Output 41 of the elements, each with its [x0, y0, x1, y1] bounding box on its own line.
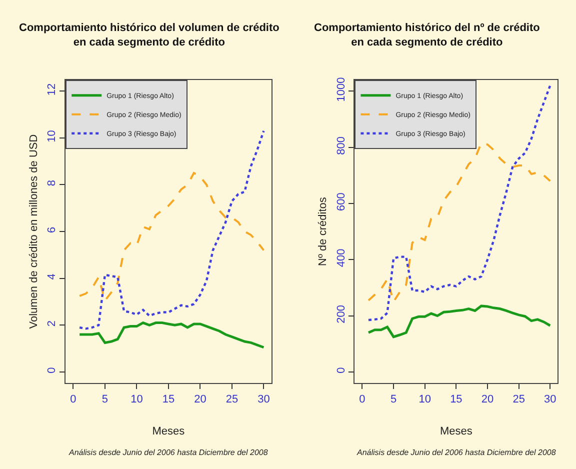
- y-tick-label: 0: [46, 367, 58, 374]
- y-tick-label: 800: [335, 136, 348, 155]
- chart-title: Comportamiento histórico del volumen de crédito en cada segmento de crédito: [19, 22, 280, 48]
- y-axis-title: Volumen de crédito en millones de USD: [28, 134, 40, 329]
- y-tick-label: 6: [46, 226, 58, 233]
- x-tick-label: 30: [258, 393, 270, 406]
- x-tick-label: 10: [418, 393, 431, 406]
- line-series: [78, 172, 265, 302]
- x-tick-label: 15: [450, 393, 462, 406]
- x-tick-label: 5: [390, 393, 397, 406]
- x-axis-title: Meses: [440, 426, 473, 438]
- line-series: [367, 84, 552, 322]
- x-tick-label: 20: [194, 393, 206, 406]
- y-tick-label: 8: [46, 180, 58, 186]
- y-tick-label: 0: [335, 367, 348, 374]
- x-tick-label: 30: [544, 393, 556, 406]
- y-tick-label: 4: [46, 274, 58, 280]
- line-series: [78, 130, 265, 330]
- y-tick-label: 2: [46, 320, 58, 327]
- text: Análisis desde Junio del 2006 hasta Diciembre del 2008: [68, 448, 268, 457]
- y-tick-label: 1000: [335, 77, 348, 102]
- y-tick-label: 10: [46, 130, 58, 142]
- y-tick-label: 12: [46, 83, 58, 96]
- x-tick-label: 25: [226, 393, 238, 406]
- text: Análisis desde Junio del 2006 hasta Diciembre del 2008: [356, 448, 556, 457]
- y-tick-label: 200: [335, 304, 348, 324]
- line-series: [367, 304, 552, 338]
- x-tick-label: 20: [481, 393, 494, 406]
- x-axis-title: Meses: [152, 426, 186, 438]
- y-tick-label: 400: [335, 248, 348, 268]
- y-tick-label: 600: [335, 192, 348, 211]
- line-series: [368, 142, 552, 303]
- line-series: [78, 322, 265, 349]
- x-tick-label: 10: [130, 393, 143, 406]
- x-tick-label: 5: [102, 393, 108, 406]
- x-tick-label: 15: [162, 393, 175, 406]
- chart-title: Comportamiento histórico del nº de crédito en cada segmento de crédito: [314, 22, 540, 48]
- x-tick-label: 25: [512, 393, 525, 406]
- y-axis-title: Nº de créditos: [316, 196, 329, 266]
- x-tick-label: 0: [70, 393, 76, 406]
- x-tick-label: 0: [359, 393, 366, 406]
